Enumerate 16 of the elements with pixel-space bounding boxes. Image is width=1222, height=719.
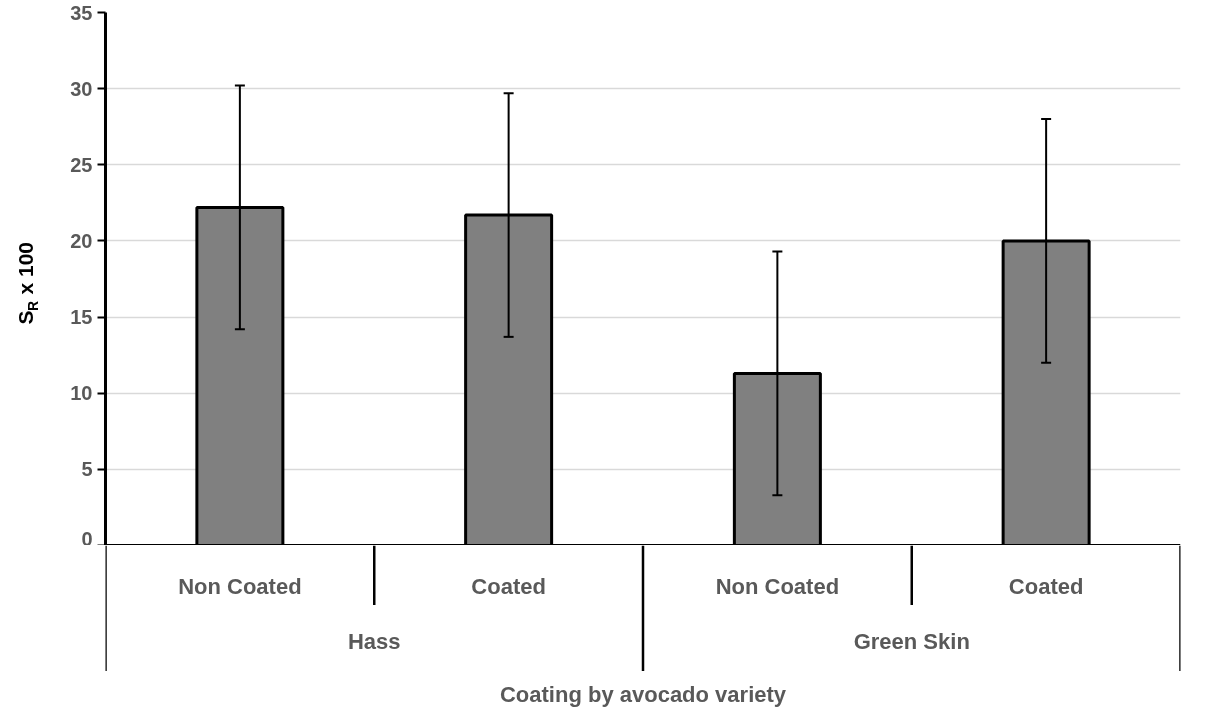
y-tick-label: 5 (81, 458, 93, 481)
y-axis-title: SR x 100 (14, 241, 41, 325)
y-tick-label: 30 (70, 77, 93, 100)
x-tick-label: Coated (1008, 574, 1084, 600)
text: Hass (347, 628, 401, 654)
y-tick-label: 35 (70, 1, 93, 24)
x-tick-label: Non Coated (178, 574, 302, 600)
x-tick-label: Coated (471, 574, 546, 600)
y-tick-label: 10 (70, 382, 93, 405)
y-tick-label: 15 (70, 306, 93, 329)
text: Green Skin (853, 628, 970, 654)
y-tick-label: 25 (70, 153, 93, 176)
x-axis-title: Coating by avocado variety (499, 681, 787, 707)
y-tick-label: 20 (70, 229, 93, 252)
y-tick-label: 0 (81, 527, 93, 550)
x-tick-label: Non Coated (715, 574, 840, 600)
